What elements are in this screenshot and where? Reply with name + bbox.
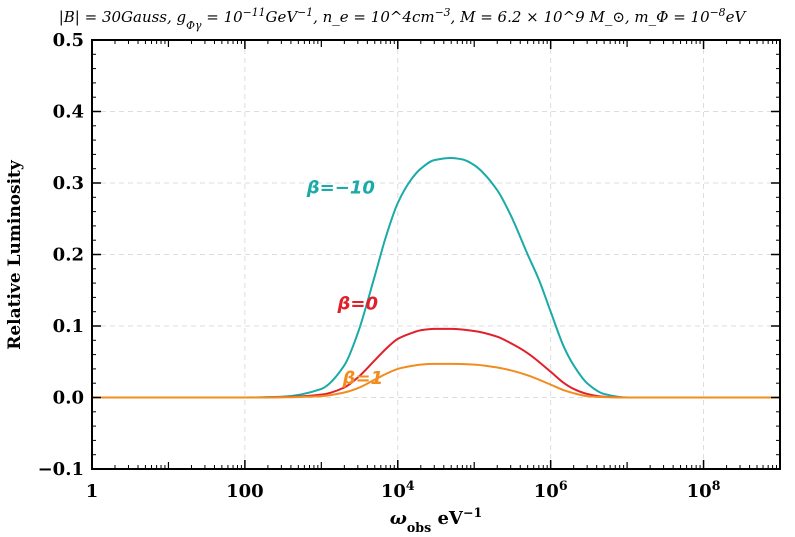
x-tick-label: 104 (381, 478, 415, 503)
y-tick-label: 0.3 (53, 173, 84, 194)
x-axis-ticks: 1 100 104 106 108 (86, 40, 778, 503)
series-line-1 (92, 327, 780, 399)
x-tick-label: 106 (534, 478, 568, 503)
chart-title: |B| = 30Gauss, gΦγ = 10−11GeV−1, n_e = 1… (59, 6, 748, 32)
series-line-0 (92, 156, 780, 399)
series-labels: β=−10 β=0 β=1 (306, 178, 383, 389)
series-label: β=0 (337, 294, 379, 315)
y-axis-ticks: −0.1 0.0 0.1 0.2 0.3 0.4 0.5 (38, 30, 780, 480)
y-tick-label: −0.1 (38, 459, 84, 480)
y-tick-label: 0.4 (53, 102, 84, 123)
series-curves (92, 156, 780, 399)
y-tick-label: 0.0 (53, 388, 84, 409)
y-axis-label: Relative Luminosity (5, 159, 25, 350)
grid-lines (91, 40, 780, 469)
x-tick-label: 108 (687, 478, 721, 503)
x-axis-label: ωobs eV−1 (390, 505, 482, 535)
y-tick-label: 0.5 (53, 30, 84, 51)
series-label: β=−10 (306, 178, 375, 199)
x-tick-label: 100 (226, 481, 264, 502)
series-label: β=1 (342, 368, 384, 389)
y-tick-label: 0.1 (53, 316, 84, 337)
series-line-2 (92, 362, 780, 399)
y-tick-label: 0.2 (53, 245, 84, 266)
x-tick-label: 1 (86, 481, 99, 502)
